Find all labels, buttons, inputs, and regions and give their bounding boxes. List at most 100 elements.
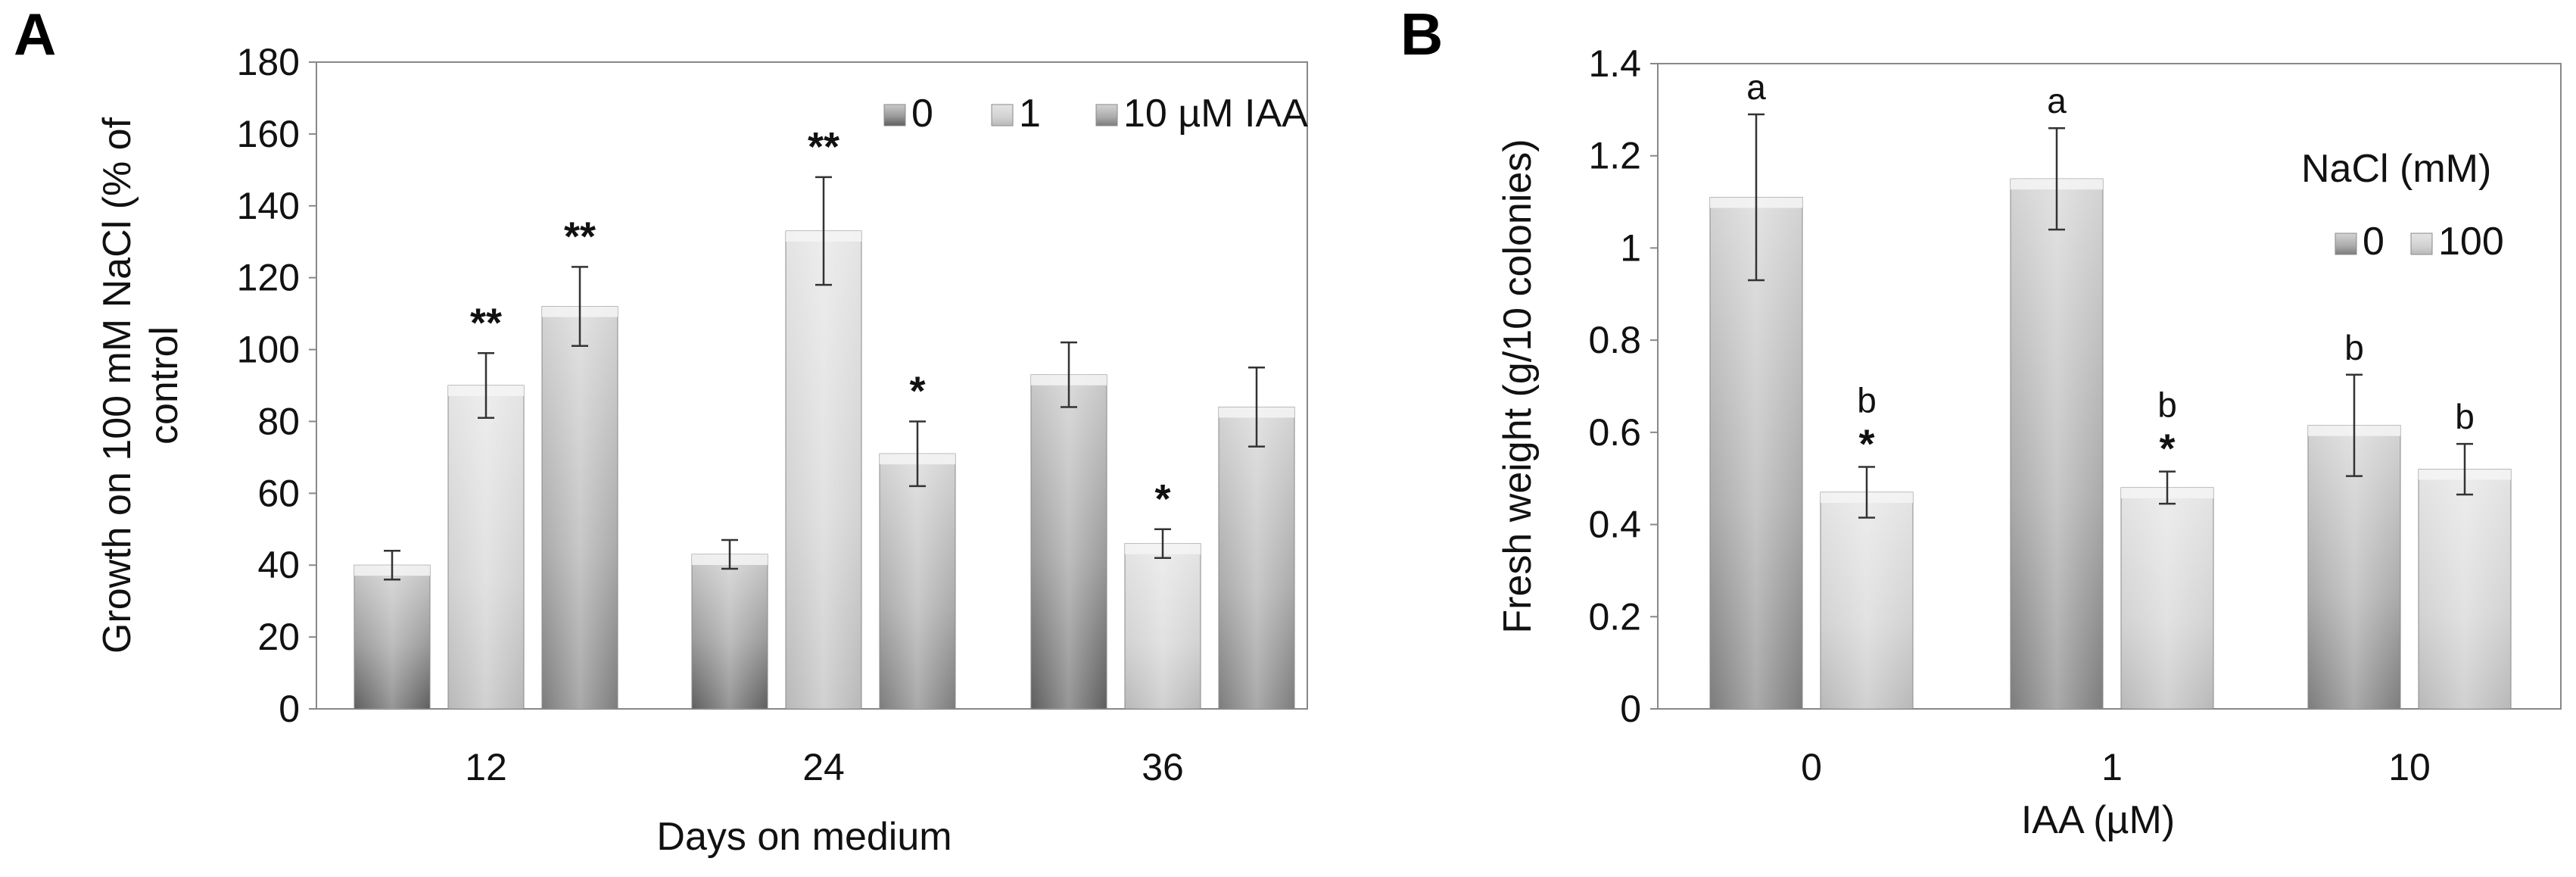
- y-axis-label-a-line-0: Growth on 100 mM NaCl (% of: [95, 117, 139, 654]
- y-tick-label-a-8: 160: [237, 113, 300, 155]
- y-tick-label-b-7: 1.4: [1588, 42, 1641, 85]
- significance-a-0-1: **: [470, 300, 502, 345]
- y-tick-label-a-1: 20: [257, 616, 300, 658]
- group-letter-b-1-0: a: [2047, 81, 2067, 120]
- y-tick-label-a-6: 120: [237, 257, 300, 299]
- y-tick-label-b-5: 1: [1620, 226, 1641, 269]
- bar-a-2-2: [1218, 406, 1295, 710]
- bar-a-2-0: [1030, 374, 1107, 710]
- y-axis-label-b: Fresh weight (g/10 colonies): [1496, 139, 1540, 633]
- bar-b-0-1: [1820, 492, 1914, 710]
- bar-b-2-1: [2418, 469, 2512, 710]
- error-bar-b-0-1: [1858, 466, 1875, 519]
- bar-a-2-1: [1124, 543, 1201, 710]
- group-letter-b-0-1: b: [1857, 381, 1877, 420]
- error-bar-a-2-0: [1061, 341, 1077, 408]
- legend-label-b-1: 100: [2438, 220, 2504, 264]
- x-tick-label-a-2: 36: [1142, 746, 1184, 788]
- error-bar-a-1-0: [721, 538, 738, 570]
- bar-b-1-0-sheen: [2011, 179, 2103, 710]
- legend-swatch-b-1: [2410, 233, 2433, 255]
- y-tick-label-a-9: 180: [237, 41, 300, 83]
- y-tick-label-a-0: 0: [279, 688, 300, 730]
- error-bar-a-0-2: [572, 266, 588, 348]
- bar-b-0-0: [1709, 196, 1803, 710]
- y-axis-label-b-line-0: Fresh weight (g/10 colonies): [1496, 139, 1540, 633]
- bar-b-0-0-sheen: [1710, 197, 1802, 709]
- bar-a-0-1: [447, 385, 525, 710]
- significance-a-1-2: *: [909, 368, 925, 414]
- group-letter-b-2-1: b: [2455, 397, 2475, 436]
- y-tick-label-b-4: 0.8: [1588, 319, 1641, 361]
- bar-a-2-1-sheen: [1125, 543, 1201, 709]
- plot-frame-b: [1657, 63, 2562, 710]
- legend-title-b: NaCl (mM): [2301, 147, 2491, 191]
- legend-swatch-a-0: [883, 104, 906, 126]
- error-bar-b-0-0: [1748, 113, 1765, 282]
- legend-swatch-b-0: [2335, 233, 2357, 255]
- error-bar-a-2-1: [1154, 528, 1171, 559]
- bar-a-1-1-sheen: [786, 230, 861, 709]
- legend-label-a-1: 1: [1019, 92, 1041, 136]
- x-tick-label-a-0: 12: [465, 746, 507, 788]
- bar-b-1-1-sheen: [2121, 487, 2213, 709]
- bar-b-0-1-sheen: [1821, 492, 1913, 709]
- bar-a-1-1: [785, 230, 862, 710]
- y-tick-label-b-6: 1.2: [1588, 135, 1641, 177]
- bar-a-2-2-sheen: [1219, 407, 1294, 709]
- bar-a-0-0-sheen: [354, 565, 430, 709]
- significance-a-2-1: *: [1154, 476, 1170, 522]
- bar-b-1-0: [2010, 178, 2104, 710]
- bar-a-2-0-sheen: [1031, 374, 1107, 709]
- significance-b-0-1: *: [1858, 422, 1874, 467]
- error-bar-b-2-1: [2456, 442, 2473, 496]
- bar-b-2-1-sheen: [2419, 469, 2511, 709]
- error-bar-a-2-2: [1248, 367, 1265, 448]
- y-tick-label-b-3: 0.6: [1588, 411, 1641, 454]
- bar-b-1-1: [2120, 487, 2214, 710]
- bar-a-0-0: [354, 564, 431, 710]
- x-axis-label-a: Days on medium: [656, 815, 952, 859]
- y-tick-label-b-2: 0.4: [1588, 504, 1641, 546]
- panel-label-a: A: [14, 1, 56, 67]
- x-tick-label-b-1: 1: [2101, 746, 2123, 788]
- bar-a-0-1-sheen: [448, 385, 524, 709]
- error-bar-a-1-2: [909, 420, 926, 488]
- legend-label-a-2: 10 µM IAA: [1123, 92, 1308, 136]
- x-tick-label-b-0: 0: [1801, 746, 1822, 788]
- error-bar-a-1-1: [815, 176, 832, 286]
- error-bar-a-0-1: [478, 352, 494, 419]
- group-letter-b-1-1: b: [2157, 385, 2177, 425]
- significance-a-0-2: **: [564, 214, 596, 259]
- bar-a-0-2: [541, 306, 618, 710]
- y-tick-label-a-5: 100: [237, 329, 300, 371]
- bar-a-0-2-sheen: [542, 306, 618, 710]
- legend-label-b-0: 0: [2363, 220, 2384, 264]
- y-axis-label-a-line-1: control: [142, 326, 186, 445]
- error-bar-b-1-1: [2159, 470, 2176, 505]
- y-tick-label-b-0: 0: [1620, 688, 1641, 730]
- group-letter-b-2-0: b: [2344, 328, 2364, 367]
- error-bar-b-1-0: [2048, 126, 2065, 231]
- chart-panel-a: A020406080100120140160180****12***24*36D…: [14, 1, 1308, 859]
- y-tick-label-a-2: 40: [257, 544, 300, 586]
- bar-a-1-0-sheen: [692, 554, 768, 709]
- legend-swatch-a-1: [991, 104, 1014, 126]
- error-bar-a-0-0: [384, 549, 400, 581]
- legend-swatch-a-2: [1095, 104, 1118, 126]
- panel-label-b: B: [1400, 1, 1443, 67]
- x-tick-label-b-2: 10: [2388, 746, 2431, 788]
- bar-a-1-0: [691, 554, 768, 710]
- x-axis-label-b: IAA (µM): [2021, 798, 2175, 842]
- bar-a-1-2: [879, 453, 956, 710]
- y-tick-label-b-1: 0.2: [1588, 595, 1641, 638]
- bar-a-1-2-sheen: [880, 454, 955, 709]
- group-letter-b-0-0: a: [1746, 67, 1766, 107]
- y-axis-label-a: Growth on 100 mM NaCl (% ofcontrol: [95, 117, 186, 654]
- significance-b-1-1: *: [2159, 426, 2175, 472]
- legend-label-a-0: 0: [911, 92, 933, 136]
- error-bar-b-2-0: [2346, 373, 2363, 477]
- significance-a-1-1: **: [808, 124, 839, 170]
